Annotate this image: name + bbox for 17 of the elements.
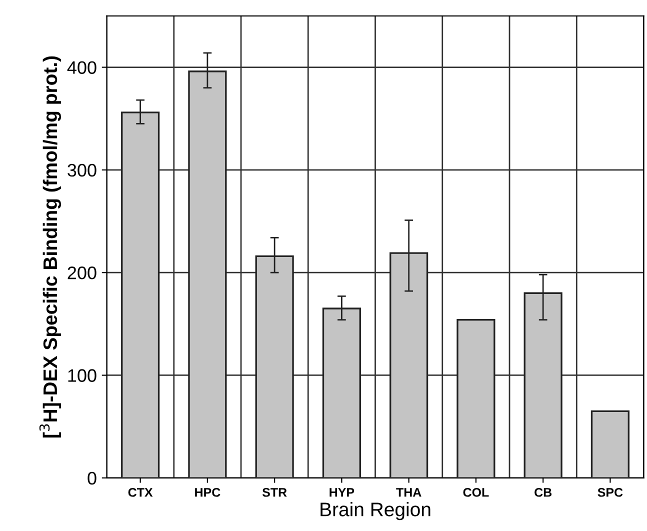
x-tick-label: STR [262, 488, 287, 497]
x-tick-label: COL [463, 488, 489, 497]
x-tick-label: THA [396, 488, 422, 497]
y-tick-label: 0 [88, 472, 96, 485]
y-tick-label: 100 [68, 369, 96, 382]
x-tick-label: HPC [195, 488, 220, 497]
bar [456, 318, 496, 478]
x-tick-label: CTX [128, 488, 153, 497]
x-tick-label: CB [534, 488, 552, 497]
bar [590, 410, 630, 478]
y-tick-label: 300 [68, 164, 96, 177]
y-axis-title: [$^{3}$H]-DEX Specific Binding (fmol/mg prot.) [39, 56, 62, 438]
y-tick-label: 400 [67, 61, 96, 74]
x-tick-label: SPC [598, 488, 623, 497]
x-axis-title: Brain Region [320, 502, 430, 520]
x-tick-label: HYP [330, 488, 354, 497]
y-tick-label: 200 [68, 266, 96, 280]
